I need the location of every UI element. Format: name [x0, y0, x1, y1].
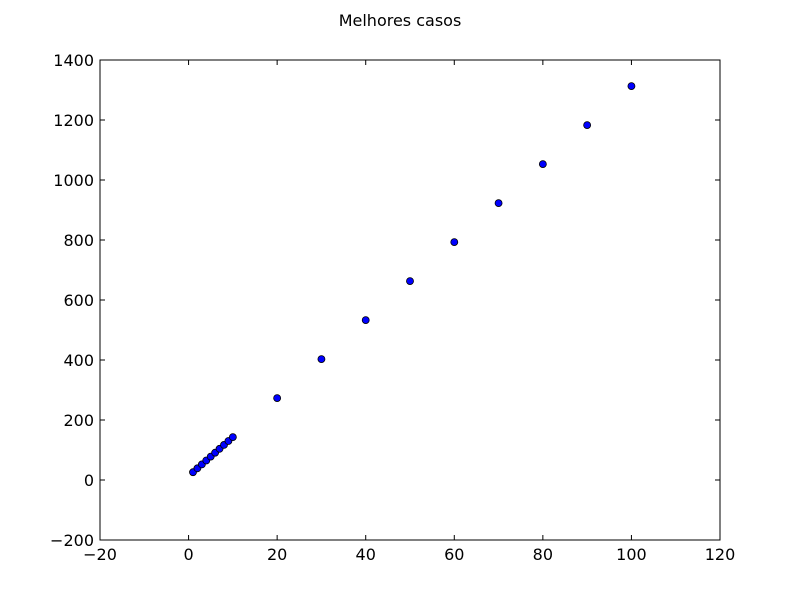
x-tick-label: −20 — [83, 545, 117, 564]
y-tick-label: 200 — [63, 411, 94, 430]
x-tick-label: 120 — [705, 545, 736, 564]
plot-area: −20 0 20 40 60 80 100 120−200020040060080010001… — [50, 51, 735, 564]
data-point — [317, 355, 326, 364]
chart-title: Melhores casos — [339, 11, 462, 30]
x-tick-label: 40 — [356, 545, 376, 564]
axes-frame — [99, 59, 721, 541]
y-tick-label: 800 — [63, 231, 94, 250]
data-point — [494, 199, 503, 208]
x-tick-label: 20 — [267, 545, 287, 564]
y-tick-label: 0 — [84, 471, 94, 490]
y-tick-label: 400 — [63, 351, 94, 370]
x-tick-label: 0 — [183, 545, 193, 564]
y-tick-label: −200 — [50, 531, 94, 550]
x-tick-label: 100 — [616, 545, 647, 564]
data-point — [406, 277, 414, 286]
data-point — [583, 121, 592, 129]
y-tick-label: 1000 — [53, 171, 94, 190]
x-tick-label: 80 — [533, 545, 553, 564]
y-tick-label: 1400 — [53, 51, 94, 70]
y-tick-label: 1200 — [53, 111, 94, 130]
data-point — [273, 394, 282, 403]
data-point — [450, 238, 459, 247]
data-point — [627, 82, 636, 90]
y-tick-label: 600 — [63, 291, 94, 310]
data-point — [538, 160, 547, 169]
x-tick-label: 60 — [444, 545, 464, 564]
data-point — [228, 433, 237, 442]
data-point — [361, 316, 370, 325]
